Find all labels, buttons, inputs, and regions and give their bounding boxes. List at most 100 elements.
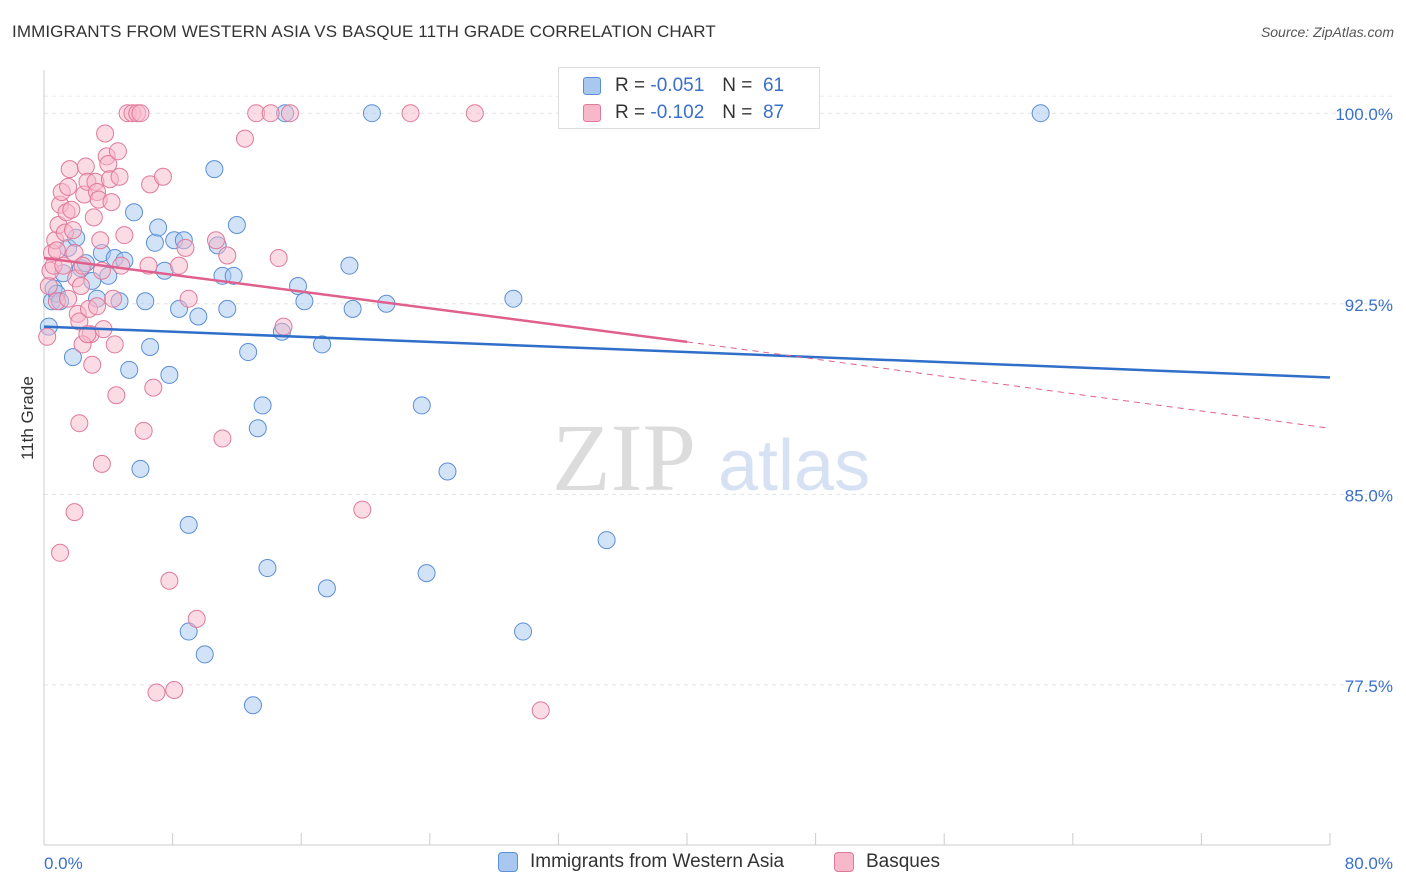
data-point — [362, 104, 381, 123]
data-point — [343, 299, 362, 318]
n-label: N = — [722, 75, 753, 96]
data-point — [179, 289, 198, 308]
data-point — [189, 307, 208, 326]
legend-item-basques[interactable]: Basques — [834, 851, 940, 873]
data-point — [280, 104, 299, 123]
data-point — [227, 216, 246, 234]
data-point — [153, 167, 172, 186]
swatch-basques — [583, 104, 601, 122]
legend-swatch-western-asia — [498, 852, 518, 872]
data-point — [170, 256, 189, 275]
data-point — [248, 419, 267, 438]
data-point — [274, 317, 293, 336]
legend-item-western-asia[interactable]: Immigrants from Western Asia — [498, 851, 784, 873]
data-point — [112, 256, 131, 275]
data-point — [160, 571, 179, 590]
data-point — [179, 515, 198, 534]
data-point — [63, 221, 82, 240]
data-point — [105, 335, 124, 354]
legend-label-western-asia: Immigrants from Western Asia — [530, 851, 785, 872]
source-label: Source: ZipAtlas.com — [1260, 24, 1394, 40]
chart-title: IMMIGRANTS FROM WESTERN ASIA VS BASQUE 1… — [12, 22, 716, 41]
stats-legend: R = -0.051 N = 61 R = -0.102 N = 87 — [558, 67, 820, 129]
data-point — [59, 177, 78, 196]
data-point — [96, 124, 115, 143]
data-point — [261, 104, 280, 123]
data-point — [88, 297, 107, 316]
data-point — [340, 256, 359, 275]
data-point — [110, 167, 129, 186]
data-point — [253, 396, 272, 415]
data-point — [353, 500, 372, 519]
data-point — [218, 299, 237, 318]
x-tick-label-max: 80.0% — [1345, 854, 1393, 873]
data-point — [438, 462, 457, 481]
legend-label-basques: Basques — [866, 851, 940, 872]
trend-lines — [43, 256, 1331, 429]
data-point — [51, 543, 70, 562]
data-point — [136, 292, 155, 311]
data-point — [92, 454, 111, 473]
data-point — [504, 289, 523, 308]
watermark: ZIP atlas — [552, 404, 870, 511]
data-point — [144, 378, 163, 397]
data-point — [195, 645, 214, 664]
data-point — [235, 129, 254, 148]
data-point — [258, 559, 277, 578]
data-point — [465, 104, 484, 123]
data-point — [149, 218, 168, 237]
data-point — [531, 701, 550, 720]
data-point — [239, 343, 258, 362]
stats-row-basques: R = -0.102 N = 87 — [583, 100, 784, 126]
data-point — [39, 276, 58, 295]
x-tick-labels: 0.0% 80.0% — [44, 854, 1393, 873]
data-point — [295, 292, 314, 311]
data-point — [243, 696, 262, 715]
data-point — [76, 157, 95, 176]
data-point — [108, 142, 127, 161]
watermark-atlas: atlas — [718, 426, 870, 506]
watermark-zip: ZIP — [552, 404, 696, 511]
data-point — [134, 421, 153, 440]
data-point — [63, 348, 82, 367]
r-value: -0.051 — [650, 75, 705, 96]
data-point — [125, 203, 144, 222]
data-point — [165, 681, 184, 699]
data-point — [147, 683, 166, 702]
y-tick-label: 77.5% — [1345, 677, 1393, 696]
data-point — [91, 231, 110, 250]
data-point — [401, 104, 420, 123]
data-point — [179, 622, 198, 641]
data-point — [187, 609, 206, 628]
swatch-western-asia — [583, 77, 601, 95]
data-point — [70, 414, 89, 433]
y-tick-label: 85.0% — [1345, 486, 1393, 505]
data-point — [78, 325, 97, 344]
y-tick-label: 92.5% — [1345, 296, 1393, 315]
stats-row-western-asia: R = -0.051 N = 61 — [583, 73, 784, 99]
data-point — [176, 238, 195, 257]
data-point — [104, 289, 123, 308]
r-label: R = — [615, 102, 646, 123]
data-point — [514, 622, 533, 641]
data-point — [207, 231, 226, 250]
trend-line — [43, 325, 1331, 379]
trend-line — [43, 256, 688, 344]
data-point — [317, 579, 336, 598]
data-point — [70, 312, 89, 331]
data-point — [131, 104, 150, 123]
data-point — [59, 289, 78, 308]
data-point — [71, 276, 90, 295]
data-point — [131, 459, 150, 478]
legend-swatch-basques — [834, 852, 854, 872]
data-point — [597, 531, 616, 550]
data-point — [102, 193, 121, 212]
data-point — [84, 208, 103, 227]
data-point — [62, 200, 81, 219]
data-point — [65, 503, 84, 522]
data-point — [1031, 104, 1050, 123]
data-point — [73, 256, 92, 275]
data-point — [160, 365, 179, 384]
x-tick-label-min: 0.0% — [44, 854, 83, 873]
